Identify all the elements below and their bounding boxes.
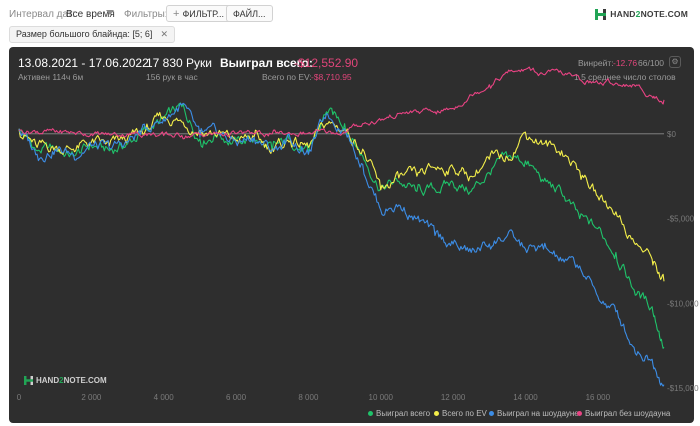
won-total-value: -$12,552.90 (294, 56, 359, 70)
settings-icon[interactable]: ⚙ (669, 56, 681, 68)
series-line-won-showdown (18, 102, 665, 387)
x-tick-label: 2 000 (81, 393, 102, 402)
legend-label-won-showdown: Выиграл на шоудауне (497, 409, 579, 418)
graph-panel (9, 47, 694, 423)
x-tick-label: 12 000 (441, 393, 466, 402)
date-interval-select[interactable]: Все время (66, 9, 115, 20)
x-tick-label: 10 000 (369, 393, 394, 402)
legend-dot-won-showdown (489, 411, 494, 417)
legend-label-won-total: Выиграл всего (376, 409, 431, 418)
watermark-text-hand: HAND (36, 376, 60, 385)
winrate-unit: 66/100 (638, 58, 664, 68)
watermark-text-note: NOTE.COM (63, 376, 107, 385)
tables-average: 1.5 среднее число столов (574, 72, 676, 82)
y-tick-label: -$5,000 (667, 215, 695, 224)
legend-label-won-no-showdown: Выиграл без шоудауна (585, 409, 671, 418)
plus-icon: + (173, 8, 180, 20)
winrate-value: -12.76 (613, 58, 638, 68)
won-total-label: Выиграл всего: (220, 56, 313, 70)
date-range: 13.08.2021 - 17.06.2022 (18, 56, 149, 70)
legend-item-won-showdown[interactable]: Выиграл на шоудауне (489, 409, 579, 418)
x-tick-label: 4 000 (154, 393, 175, 402)
x-tick-label: 6 000 (226, 393, 247, 402)
x-tick-label: 8 000 (298, 393, 319, 402)
legend-item-ev-total[interactable]: Всего по EV (434, 409, 487, 418)
watermark-logo-icon (24, 376, 33, 386)
y-tick-label: $0 (667, 130, 676, 139)
x-tick-labels: 0 2 000 4 000 6 000 8 000 10 000 12 000 14 000 1… (17, 393, 611, 402)
ev-total-value: -$8,710.95 (311, 72, 352, 82)
hand2note-logo-icon (595, 9, 607, 21)
series-line-won-total (18, 102, 665, 349)
legend-item-won-no-showdown[interactable]: Выиграл без шоудауна (577, 409, 670, 418)
chevron-down-icon[interactable] (106, 10, 114, 15)
top-toolbar: Интервал дат: Все время Фильтры: + ФИЛЬТР… (0, 0, 700, 26)
winrate-label: Винрейт: (578, 58, 614, 68)
filters-label: Фильтры: (124, 9, 168, 20)
active-filter-label: Размер большого блайнда: [5; 6] (16, 29, 153, 39)
logo-text-two: 2 (635, 9, 641, 19)
y-tick-label: -$15,000 (667, 384, 699, 393)
x-tick-label: 16 000 (586, 393, 611, 402)
legend-label-ev-total: Всего по EV (442, 409, 487, 418)
logo-text-note: NOTE.COM (640, 9, 688, 19)
legend-dot-won-total (368, 411, 373, 417)
legend-item-won-total[interactable]: Выиграл всего (368, 409, 430, 418)
active-filter-chip: Размер большого блайнда: [5; 6] ✕ (9, 26, 175, 43)
watermark: HAND2NOTE.COM (24, 376, 107, 386)
file-button[interactable]: ФАЙЛ... (226, 5, 273, 22)
x-tick-label: 14 000 (513, 393, 538, 402)
series-line-ev-total (18, 111, 665, 282)
hands-count: 17 830 Руки (146, 56, 212, 70)
hands-per-hour: 156 рук в час (146, 72, 198, 82)
x-tick-label: 0 (17, 393, 22, 402)
y-tick-label: -$10,000 (667, 299, 699, 308)
legend-dot-ev-total (434, 411, 439, 417)
watermark-text-two: 2 (59, 376, 64, 385)
series-line-won-no-showdown (18, 66, 665, 140)
active-time: Активен 114ч 6м (18, 72, 84, 82)
ev-total-label: Всего по EV: (262, 72, 312, 82)
filter-button-label: ФИЛЬТР... (182, 9, 224, 19)
close-icon[interactable]: ✕ (160, 29, 168, 39)
hand2note-logo[interactable]: HAND2NOTE.COM (595, 6, 688, 22)
legend-dot-won-no-showdown (577, 411, 582, 417)
logo-text-hand: HAND (610, 9, 636, 19)
filter-button[interactable]: + ФИЛЬТР... (166, 5, 231, 22)
date-interval-label: Интервал дат: (9, 9, 76, 20)
series-lines (18, 66, 665, 387)
file-button-label: ФАЙЛ... (233, 9, 266, 19)
y-tick-labels: $0 -$5,000 -$10,000 -$15,000 (667, 130, 699, 393)
